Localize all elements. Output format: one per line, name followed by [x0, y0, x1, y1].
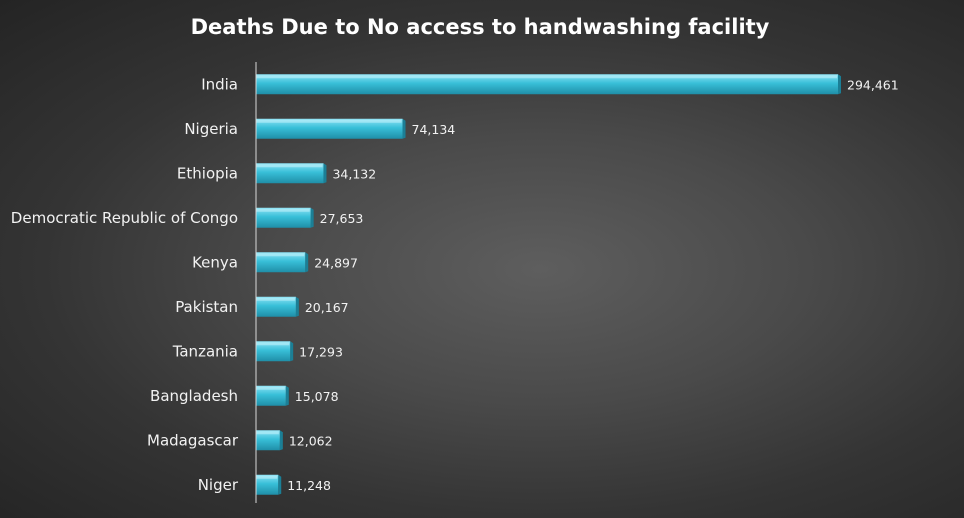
category-label: India	[201, 75, 238, 93]
bar-side	[305, 252, 309, 273]
value-label: 20,167	[305, 300, 349, 315]
value-label: 12,062	[289, 433, 333, 448]
value-label: 17,293	[299, 344, 343, 359]
bar	[256, 118, 403, 139]
bar-highlight	[256, 75, 837, 79]
bar-side	[279, 430, 283, 451]
category-label: Tanzania	[172, 342, 238, 360]
bar-highlight	[256, 297, 295, 301]
bar	[256, 430, 280, 451]
value-label: 74,134	[412, 122, 456, 137]
bar-highlight	[256, 119, 402, 123]
bar	[256, 252, 306, 273]
bar	[256, 74, 838, 95]
value-label: 11,248	[287, 478, 331, 493]
bar-side	[285, 385, 289, 406]
bar-side	[323, 163, 327, 184]
bar-side	[278, 474, 282, 495]
bar	[256, 474, 279, 495]
bar-side	[310, 207, 314, 228]
bar-highlight	[256, 164, 323, 168]
category-label: Pakistan	[175, 298, 238, 316]
bar-highlight	[256, 475, 278, 479]
category-label: Democratic Republic of Congo	[11, 209, 238, 227]
category-label: Kenya	[192, 253, 238, 271]
category-label: Bangladesh	[150, 387, 238, 405]
value-label: 15,078	[295, 389, 339, 404]
bar-side	[290, 341, 294, 362]
bar	[256, 207, 311, 228]
category-label: Niger	[198, 476, 239, 494]
category-label: Madagascar	[147, 431, 239, 449]
category-label: Nigeria	[184, 120, 238, 138]
bar-side	[295, 296, 299, 317]
bar-highlight	[256, 253, 305, 257]
bar-highlight	[256, 208, 310, 212]
bar-highlight	[256, 342, 290, 346]
bar	[256, 163, 324, 184]
bar-side	[402, 118, 406, 139]
value-label: 24,897	[314, 255, 358, 270]
category-label: Ethiopia	[177, 164, 238, 182]
bar-highlight	[256, 386, 285, 390]
bar-side	[838, 74, 841, 95]
chart-title: Deaths Due to No access to handwashing f…	[191, 15, 770, 39]
bar	[256, 341, 291, 362]
value-label: 34,132	[332, 166, 376, 181]
bar	[256, 296, 296, 317]
value-label: 294,461	[847, 77, 899, 92]
bar-highlight	[256, 431, 279, 435]
bars-group: India 294,461 Nigeria 74,134 Ethiopia 34,132 D…	[11, 74, 899, 495]
bar	[256, 385, 286, 406]
value-label: 27,653	[320, 211, 364, 226]
